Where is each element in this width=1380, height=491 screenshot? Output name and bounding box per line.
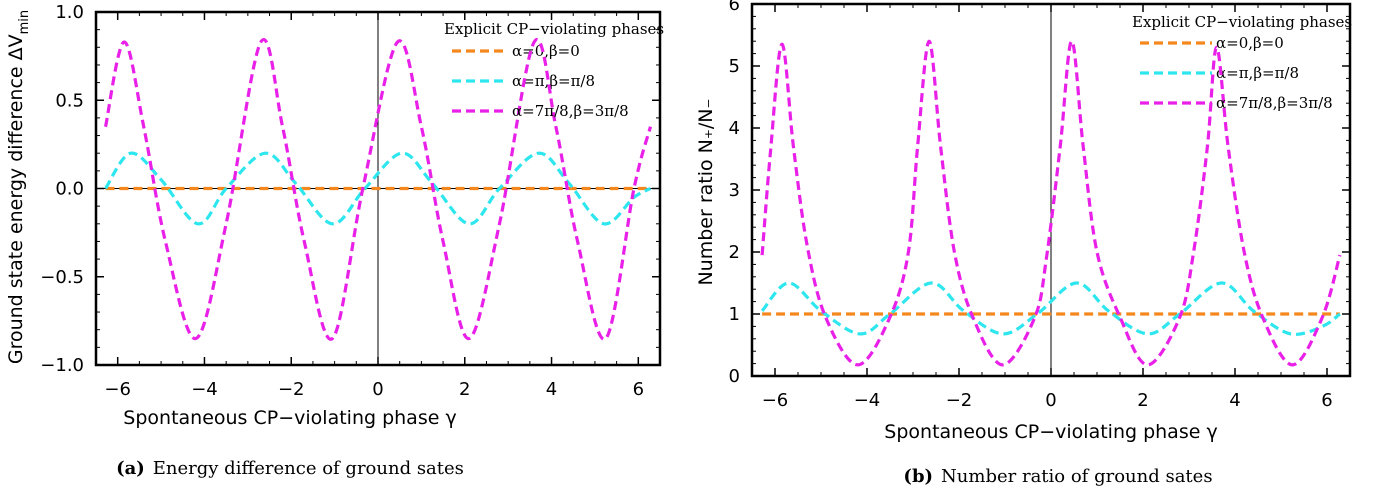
legend-label-3-a: α=7π/8,β=3π/8: [512, 102, 629, 120]
x-tick-label-b: −2: [946, 390, 973, 411]
y-tick-label-a: −1.0: [40, 355, 84, 376]
y-tick-label-a: −0.5: [40, 267, 84, 288]
caption-b: (b) Number ratio of ground sates: [903, 466, 1212, 487]
y-tick-label-b: 6: [729, 0, 740, 15]
caption-a: (a) Energy difference of ground sates: [116, 458, 464, 479]
legend-label-2-b: α=π,β=π/8: [1216, 64, 1299, 82]
y-tick-label-b: 2: [729, 242, 740, 263]
x-tick-label-b: −4: [854, 390, 881, 411]
legend-label-2-a: α=π,β=π/8: [512, 72, 595, 90]
x-tick-label-a: 0: [372, 379, 383, 400]
series-line-3-b: [760, 39, 1342, 367]
x-tick-label-b: 6: [1321, 390, 1332, 411]
y-axis-label-b: Number ratio N₊/N₋: [695, 98, 717, 285]
x-tick-label-a: −6: [104, 379, 131, 400]
y-tick-label-b: 1: [729, 304, 740, 325]
x-tick-label-a: −4: [191, 379, 218, 400]
x-tick-label-a: 4: [546, 379, 557, 400]
legend-label-1-a: α=0,β=0: [512, 42, 580, 60]
y-tick-label-a: 1.0: [55, 2, 84, 23]
x-axis-label-a: Spontaneous CP−violating phase γ: [123, 407, 456, 429]
panel-b: −6 −4 −2 0 2 4 6 0 1 2 3 4 5 6 α=0,β=0 α=π,β=π/8 α=7π/8,…: [695, 0, 1352, 487]
x-tick-label-b: 4: [1229, 390, 1240, 411]
legend-title-b: Explicit CP−violating phases: [1132, 13, 1352, 31]
y-tick-label-b: 3: [729, 180, 740, 201]
y-tick-label-b: 4: [729, 118, 740, 139]
panel-a: −6 −4 −2 0 2 4 6 −1.0 −0.5 0.0 0.5 1.0 α=0,β=0 α=π,β=…: [5, 2, 664, 479]
series-line-2-a: [104, 151, 652, 226]
legend-label-1-b: α=0,β=0: [1216, 34, 1284, 52]
y-tick-label-b: 0: [729, 366, 740, 387]
plot-area-b: −6 −4 −2 0 2 4 6 0 1 2 3 4 5 6 α=0,β=0 α=π,β=π/8 α=7π/8,…: [729, 0, 1352, 411]
plot-area-a: −6 −4 −2 0 2 4 6 −1.0 −0.5 0.0 0.5 1.0 α=0,β=0 α=π,β=…: [40, 2, 662, 400]
x-axis-label-b: Spontaneous CP−violating phase γ: [884, 421, 1217, 443]
legend-label-3-b: α=7π/8,β=3π/8: [1216, 94, 1333, 112]
y-axis-label-a: Ground state energy difference ΔVmin: [5, 10, 32, 364]
x-tick-label-b: 2: [1137, 390, 1148, 411]
y-tick-label-b: 5: [729, 56, 740, 77]
x-tick-label-a: 2: [459, 379, 470, 400]
x-tick-label-a: 6: [633, 379, 644, 400]
x-tick-label-b: −6: [762, 390, 789, 411]
y-tick-label-a: 0.5: [55, 90, 84, 111]
x-tick-label-b: 0: [1045, 390, 1056, 411]
y-tick-label-a: 0.0: [55, 179, 84, 200]
x-tick-label-a: −2: [278, 379, 305, 400]
legend-title-a: Explicit CP−violating phases: [444, 20, 664, 38]
